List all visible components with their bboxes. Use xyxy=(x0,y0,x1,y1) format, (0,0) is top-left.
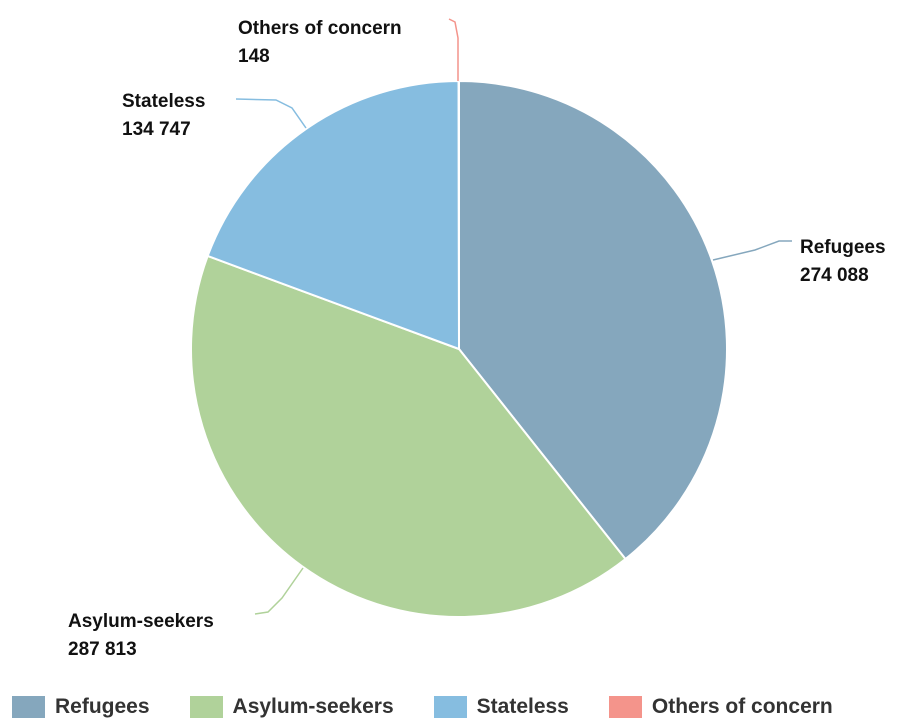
legend-swatch-others-of-concern xyxy=(609,696,642,718)
legend-label-asylum-seekers: Asylum-seekers xyxy=(233,695,394,719)
connector-stateless xyxy=(236,99,306,128)
slice-label-value-others-of-concern: 148 xyxy=(238,46,270,67)
slice-label-name-asylum-seekers: Asylum-seekers xyxy=(68,611,214,632)
legend-item-asylum-seekers[interactable]: Asylum-seekers xyxy=(190,695,394,719)
pie-slices xyxy=(191,81,727,617)
legend: Refugees Asylum-seekers Stateless Others… xyxy=(12,690,833,724)
pie-chart-canvas: Refugees 274 088 Asylum-seekers 287 813 Stat… xyxy=(0,0,910,685)
legend-item-others-of-concern[interactable]: Others of concern xyxy=(609,695,833,719)
connector-refugees xyxy=(713,241,792,260)
slice-label-name-stateless: Stateless xyxy=(122,91,205,112)
legend-item-stateless[interactable]: Stateless xyxy=(434,695,569,719)
connector-others-of-concern xyxy=(449,19,458,81)
legend-label-stateless: Stateless xyxy=(477,695,569,719)
slice-label-name-others-of-concern: Others of concern xyxy=(238,18,402,39)
legend-item-refugees[interactable]: Refugees xyxy=(12,695,150,719)
legend-swatch-asylum-seekers xyxy=(190,696,223,718)
connector-asylum-seekers xyxy=(255,568,303,614)
legend-swatch-refugees xyxy=(12,696,45,718)
legend-swatch-stateless xyxy=(434,696,467,718)
slice-label-name-refugees: Refugees xyxy=(800,237,886,258)
slice-label-value-asylum-seekers: 287 813 xyxy=(68,639,137,660)
slice-label-value-stateless: 134 747 xyxy=(122,119,191,140)
legend-label-others-of-concern: Others of concern xyxy=(652,695,833,719)
legend-label-refugees: Refugees xyxy=(55,695,150,719)
slice-label-value-refugees: 274 088 xyxy=(800,265,869,286)
